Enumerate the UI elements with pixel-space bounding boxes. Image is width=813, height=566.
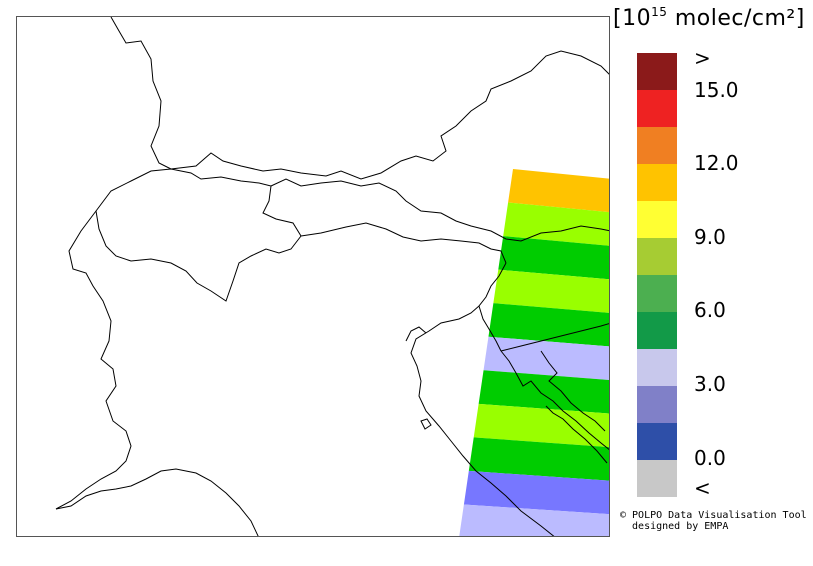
credit-line-2: designed by EMPA [620,521,729,532]
colorbar-label-6: 6.0 [694,298,726,322]
units-exponent: 15 [651,5,668,19]
swath-stripe [478,370,609,414]
colorbar [637,53,677,497]
colorbar-swatch [637,460,677,497]
swath-stripe [463,470,609,515]
colorbar-swatch [637,127,677,164]
colorbar-label-0: 0.0 [694,446,726,470]
colorbar-swatch [637,238,677,275]
colorbar-label-15: 15.0 [694,78,739,102]
border-italy-austria [300,222,507,264]
border-slovenia-croatia [500,323,609,352]
legend-units-label: [1015 molec/cm²] [613,5,805,31]
border-switzerland [95,168,302,302]
swath-stripe [493,269,609,313]
units-prefix: [10 [613,6,652,31]
map-panel [16,16,610,537]
border-san-marino [420,418,432,430]
swath-stripe [473,403,609,448]
credit-line-1: © POLPO Data Visualisation Tool [620,510,807,521]
units-suffix: molec/cm²] [667,6,805,31]
coast-istria-croatia [500,350,609,451]
coast-croatia-islands [540,350,606,432]
coast-croatia-islands-2 [545,405,608,464]
colorbar-swatch [637,90,677,127]
colorbar-swatch [637,349,677,386]
swath-stripe [488,303,609,347]
map-borders [55,17,609,536]
border-liechtenstein-austria [270,178,609,242]
swath-stripe [498,236,609,280]
coast-adriatic-italy [410,305,555,536]
colorbar-swatch [637,164,677,201]
map-svg [55,17,609,536]
swath-stripe [468,437,609,481]
colorbar-swatch [637,53,677,90]
colorbar-label-9: 9.0 [694,225,726,249]
colorbar-label-3: 3.0 [694,372,726,396]
satellite-swath [459,169,609,536]
coast-ligurian [55,468,259,536]
swath-stripe [503,202,609,246]
coast-venice-lagoon [405,326,427,342]
border-france-germany [110,17,172,170]
colorbar-swatch [637,275,677,312]
colorbar-swatch [637,386,677,423]
colorbar-swatch [637,201,677,238]
colorbar-label-12: 12.0 [694,151,739,175]
colorbar-label-over: > [694,46,711,70]
border-germany-switzerland-austria [170,50,609,180]
swath-stripe [508,169,609,213]
border-france-italy [55,210,132,510]
colorbar-swatch [637,423,677,460]
colorbar-swatch [637,312,677,349]
colorbar-label-under: < [694,476,711,500]
swath-stripe [459,504,609,536]
credit-text: © POLPO Data Visualisation Tool designed… [620,510,807,532]
